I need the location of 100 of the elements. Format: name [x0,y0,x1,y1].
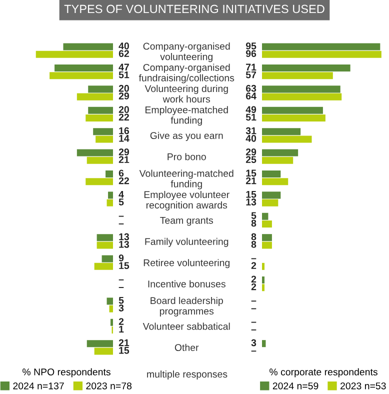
text: multiple responses [147,370,228,380]
bar [262,192,281,199]
data-label: 29 [118,148,130,156]
legend-label: 2024 n=59 [272,382,318,390]
data-label: 2 [251,283,256,290]
data-label: 62 [118,50,129,58]
data-label: 9 [118,254,124,262]
bar [86,114,113,122]
data-label: 57 [246,71,256,78]
data-label: 6 [118,170,124,177]
bar [262,86,340,93]
legend-title: % NPO respondents [22,368,110,378]
data-label: 5 [118,198,124,206]
bar [262,72,333,80]
data-label: 8 [251,240,256,248]
bar [106,199,113,206]
bar [106,298,113,305]
data-label: 29 [118,92,130,100]
legend-label: 2023 n=53 [340,382,386,390]
data-label: 15 [119,347,130,354]
bar [96,242,113,249]
bar [88,106,113,114]
data-label: 64 [246,92,256,100]
y-tick-label: Other [174,344,199,352]
y-tick-label: Company-organised fundraising/collections [138,64,234,84]
data-label: 15 [246,170,256,177]
data-label: 5 [118,297,124,304]
data-label: 96 [246,50,256,58]
data-label: 21 [246,177,256,184]
bar [86,156,113,164]
text: – [251,329,256,330]
y-tick-label: Board leadership programmes [150,296,223,316]
data-label: 8 [251,220,256,227]
bar [262,128,301,136]
data-label: 15 [246,191,256,198]
bar [106,170,113,178]
bar [86,178,113,186]
bar [262,93,342,100]
bar [262,50,382,58]
y-tick-label: Family volunteering [145,238,228,247]
data-label: 95 [246,42,256,50]
bar [96,136,113,143]
legend-title: % corporate respondents [270,368,378,378]
data-label: 31 [246,127,256,134]
data-label: 3 [251,339,256,346]
y-tick-label: Company-organised volunteering [143,42,230,62]
bar [50,72,113,80]
bar [262,149,298,156]
bar [63,43,113,50]
data-label: 4 [118,191,124,198]
bar [262,170,281,178]
text: – [118,287,124,288]
data-label: 1 [119,326,124,333]
bar [262,114,326,122]
y-tick-label: Retiree volunteering [144,259,230,268]
bar [96,234,113,242]
bar [262,106,323,114]
data-label: 25 [246,156,256,164]
data-label: 8 [251,233,256,240]
bar [262,220,272,228]
bar [93,128,113,136]
text: – [251,258,256,260]
text: – [251,350,256,352]
bar [76,93,113,100]
data-label: 2 [251,262,256,269]
data-label: 21 [118,339,130,346]
data-label: 2 [118,318,124,325]
bar [262,136,312,143]
data-label: 13 [246,198,256,206]
data-label: 22 [118,114,129,121]
data-label: 51 [246,114,256,121]
text: – [118,279,124,280]
data-label: 29 [246,148,256,156]
data-label: 21 [118,156,130,163]
data-label: 51 [118,71,130,78]
bar [262,156,294,164]
bar [262,212,268,220]
bar [102,255,113,262]
bar [262,64,350,72]
data-label: 71 [246,64,256,70]
bar [36,50,113,58]
text: – [251,308,256,310]
data-label: 14 [119,135,130,142]
bar [54,64,113,72]
bar [262,199,278,206]
data-label: 3 [118,304,124,312]
data-label: 5 [251,212,256,219]
text: TYPES OF VOLUNTEERING INITIATIVES USED [64,4,324,14]
data-label: 40 [118,42,129,50]
data-label: 22 [118,177,129,184]
data-label: 13 [119,240,130,248]
y-tick-label: Team grants [160,217,214,226]
bar [262,234,272,242]
bar [108,192,113,199]
data-label: 13 [119,233,130,240]
data-label: 49 [246,106,256,113]
bar [262,242,272,249]
bar [88,86,113,93]
data-label: 20 [118,84,129,92]
text: – [118,216,124,217]
